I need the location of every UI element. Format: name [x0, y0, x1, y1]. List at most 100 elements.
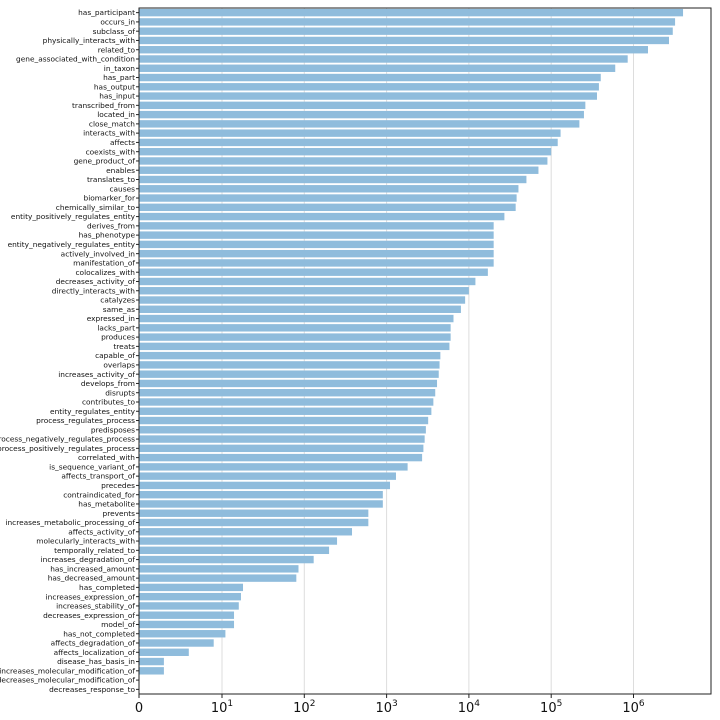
bar-catalyzes	[139, 296, 466, 304]
bar-physically-interacts-with	[139, 36, 670, 45]
category-label: directly_interacts_with	[52, 286, 136, 295]
bar-affects-activity-of	[139, 528, 353, 536]
x-tick-label: 102	[293, 699, 315, 716]
bar-transcribed-from	[139, 101, 586, 110]
category-label: actively_involved_in	[61, 249, 136, 258]
bar-derives-from	[139, 222, 494, 230]
bars-layer	[139, 8, 684, 675]
category-label: chemically_similar_to	[56, 203, 136, 212]
category-label: has_input	[99, 92, 135, 101]
bar-overlaps	[139, 361, 440, 369]
bar-lacks-part	[139, 324, 451, 332]
bar-close-match	[139, 120, 580, 128]
bar-increases-activity-of	[139, 370, 439, 378]
bar-has-metabolite	[139, 500, 383, 508]
category-label: lacks_part	[97, 323, 135, 332]
category-label: in_taxon	[104, 64, 136, 73]
category-label: precedes	[101, 481, 135, 490]
x-tick-label: 101	[211, 699, 233, 716]
category-label: same_as	[103, 305, 135, 314]
bar-chemically-similar-to	[139, 203, 516, 212]
category-label: increases_metabolic_processing_of	[5, 518, 135, 527]
bar-enables	[139, 166, 539, 174]
category-label: gene_product_of	[74, 157, 136, 166]
bar-process-regulates-process	[139, 416, 429, 425]
category-label: develops_from	[81, 379, 135, 388]
category-label: located_in	[97, 110, 135, 119]
bar-biomarker-for	[139, 194, 517, 202]
bar-has-part	[139, 73, 601, 82]
bar-coexists-with	[139, 147, 552, 156]
bar-directly-interacts-with	[139, 287, 469, 295]
category-label: entity_positively_regulates_entity	[11, 212, 136, 221]
category-label: has_participant	[78, 8, 135, 17]
bar-colocalizes-with	[139, 268, 488, 276]
bar-process-positively-regulates-process	[139, 444, 424, 453]
bar-develops-from	[139, 379, 438, 388]
bar-affects-degradation-of	[139, 639, 214, 647]
category-label: related_to	[98, 45, 136, 54]
bar-disease-has-basis-in	[139, 657, 164, 666]
category-label: overlaps	[103, 361, 135, 370]
category-label: disrupts	[105, 388, 135, 397]
bar-translates-to	[139, 175, 527, 184]
bar-has-input	[139, 92, 597, 100]
x-tick-label: 105	[540, 699, 562, 716]
bar-contributes-to	[139, 398, 434, 406]
category-label: increases_expression_of	[46, 592, 136, 601]
category-label: molecularly_interacts_with	[36, 537, 135, 546]
category-label: has_phenotype	[79, 231, 136, 240]
category-labels: has_participantoccurs_insubclass_ofphysi…	[0, 8, 139, 694]
bar-has-phenotype	[139, 231, 494, 239]
bar-manifestation-of	[139, 259, 494, 267]
bar-affects	[139, 138, 558, 147]
bar-decreases-activity-of	[139, 277, 476, 286]
bar-contraindicated-for	[139, 490, 383, 499]
bar-in-taxon	[139, 64, 616, 72]
category-label: affects_transport_of	[61, 472, 135, 481]
category-label: translates_to	[87, 175, 135, 184]
category-label: increases_activity_of	[58, 370, 135, 379]
bar-related-to	[139, 46, 648, 54]
category-label: subclass_of	[93, 27, 136, 36]
category-label: process_positively_regulates_process	[0, 444, 135, 453]
category-label: occurs_in	[100, 18, 135, 27]
bar-causes	[139, 185, 519, 193]
category-label: decreases_response_to	[49, 685, 135, 694]
bar-increases-stability-of	[139, 602, 239, 610]
category-label: has_completed	[79, 583, 135, 592]
category-label: manifestation_of	[73, 259, 135, 268]
category-label: gene_associated_with_condition	[16, 55, 135, 64]
bar-expressed-in	[139, 314, 454, 323]
category-label: disease_has_basis_in	[57, 657, 135, 666]
bar-affects-localization-of	[139, 648, 189, 656]
bar-correlated-with	[139, 453, 423, 462]
bar-process-negatively-regulates-process	[139, 435, 425, 443]
bar-located-in	[139, 110, 584, 119]
x-axis-ticks: 0 101 102 103 104 105 106	[135, 694, 645, 716]
category-label: derives_from	[87, 221, 135, 230]
bar-molecularly-interacts-with	[139, 537, 338, 545]
category-label: produces	[101, 333, 135, 342]
x-tick-label: 104	[458, 699, 481, 716]
category-label: coexists_with	[86, 147, 136, 156]
category-label: prevents	[103, 509, 136, 518]
bar-occurs-in	[139, 18, 676, 26]
plot-frame	[138, 7, 712, 695]
bar-disrupts	[139, 389, 436, 397]
bar-increases-metabolic-processing-of	[139, 518, 369, 527]
category-label: temporally_related_to	[54, 546, 135, 555]
bar-actively-involved-in	[139, 249, 494, 258]
bar-is-sequence-variant-of	[139, 463, 408, 471]
category-label: model_of	[101, 620, 135, 629]
category-label: interacts_with	[83, 129, 135, 138]
category-label: has_increased_amount	[50, 564, 135, 573]
bar-gene-associated-with-condition	[139, 55, 628, 63]
category-label: entity_regulates_entity	[50, 407, 136, 416]
category-label: contraindicated_for	[63, 490, 136, 499]
bar-increases-molecular-modification-of	[139, 667, 164, 675]
category-label: increases_molecular_modification_of	[0, 666, 135, 675]
bar-decreases-expression-of	[139, 611, 235, 619]
bar-model-of	[139, 620, 235, 629]
bar-has-participant	[139, 8, 684, 17]
